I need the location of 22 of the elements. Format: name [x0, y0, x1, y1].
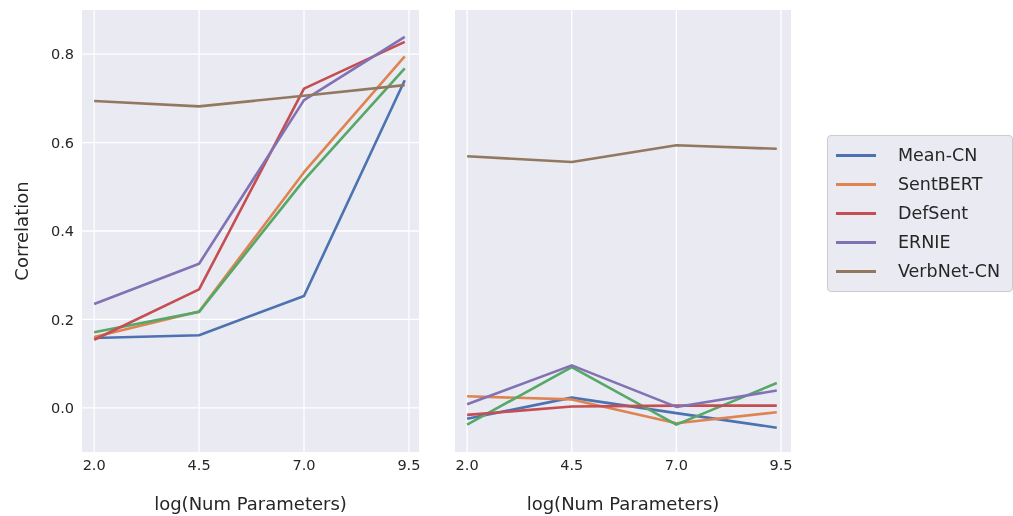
legend-label: Mean-CN — [897, 144, 978, 167]
y-tick-label: 0.4 — [50, 223, 74, 240]
x-tick-label: 2.0 — [455, 457, 479, 474]
y-tick-label: 0.6 — [50, 134, 74, 151]
x-axis-title: log(Num Parameters) — [154, 493, 347, 514]
x-axis-title: log(Num Parameters) — [526, 493, 720, 514]
y-axis-title: Correlation — [11, 181, 33, 281]
legend-label: SentBERT — [897, 173, 983, 196]
x-tick-label: 4.5 — [187, 457, 211, 474]
x-tick-label: 9.5 — [397, 457, 421, 474]
x-tick-label: 7.0 — [664, 457, 688, 474]
y-tick-label: 0.8 — [50, 46, 74, 63]
y-tick-label: 0.2 — [50, 311, 74, 328]
x-tick-label: 2.0 — [82, 457, 106, 474]
x-tick-label: 4.5 — [560, 457, 584, 474]
y-tick-label: 0.0 — [50, 399, 74, 416]
line-series — [92, 83, 407, 108]
legend-label: DefSent — [897, 202, 969, 225]
x-tick-label: 9.5 — [769, 457, 793, 474]
x-tick-label: 7.0 — [292, 457, 316, 474]
legend-label: ERNIE — [897, 231, 951, 254]
legend-label: VerbNet-CN — [897, 260, 1000, 283]
